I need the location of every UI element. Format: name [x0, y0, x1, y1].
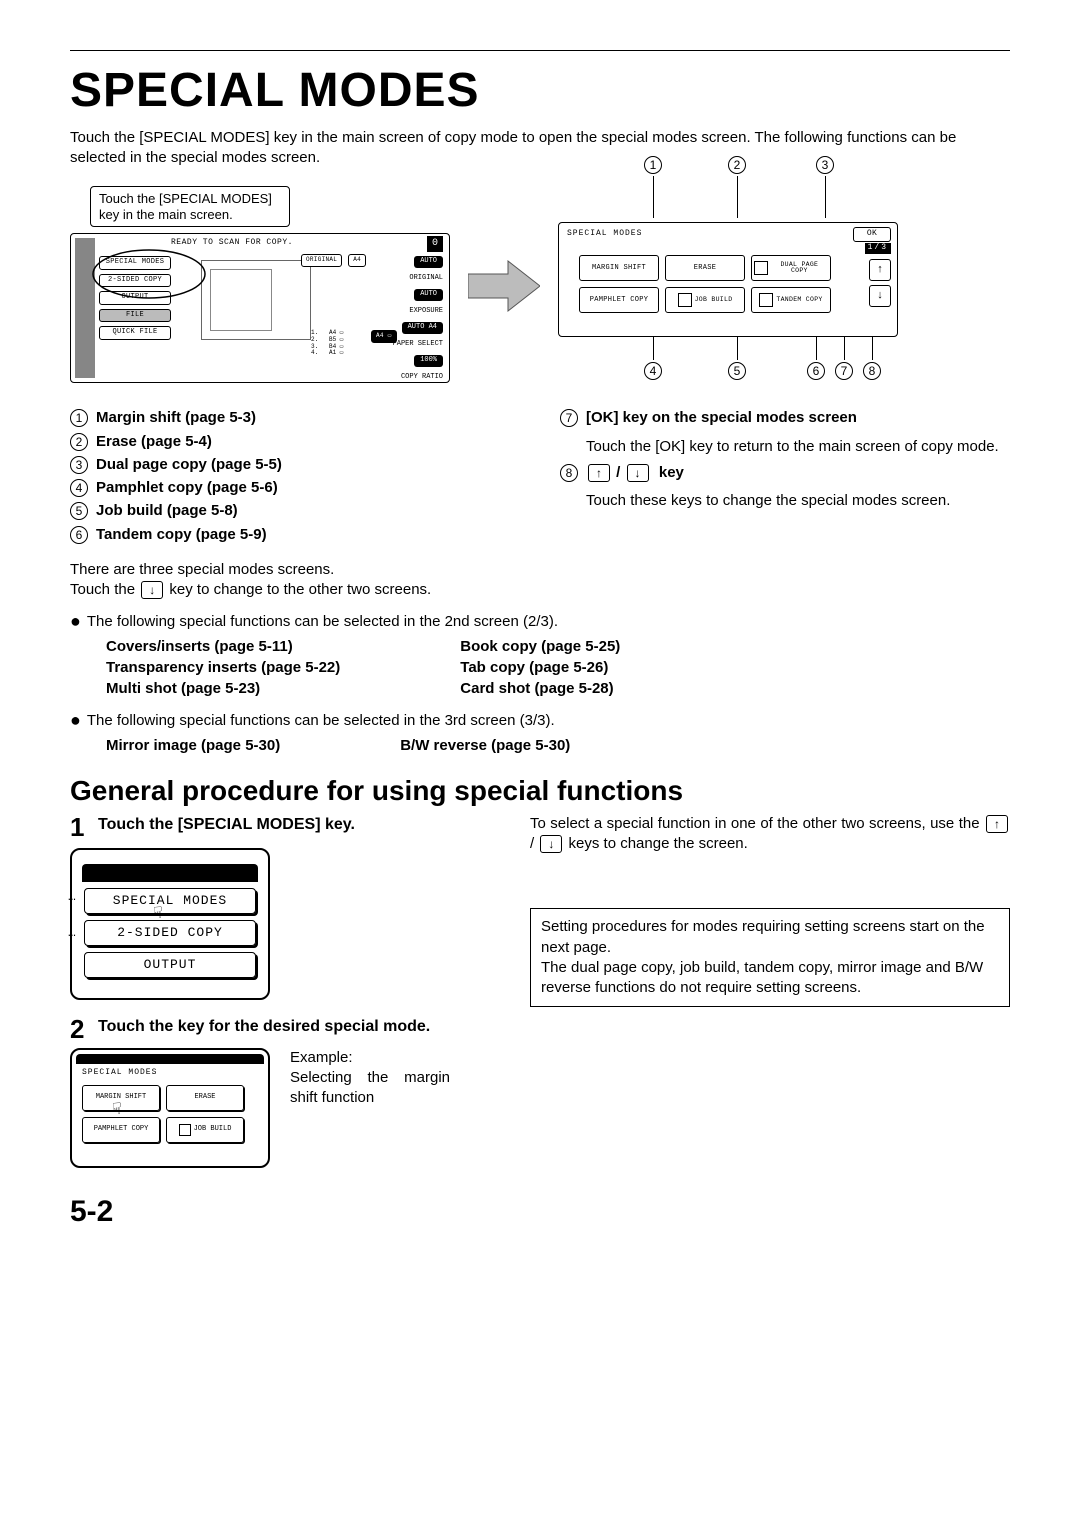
lbl-original: ORIGINAL	[393, 274, 443, 283]
sm-grid: MARGIN SHIFT ERASE DUAL PAGE COPY PAMPHL…	[579, 255, 849, 313]
legend-right-list: 7 [OK] key on the special modes screen T…	[560, 408, 1010, 511]
output-button-large[interactable]: OUTPUT	[84, 952, 256, 978]
auto-exposure: AUTO	[414, 289, 443, 300]
leg-dual-page: Dual page copy (page 5-5)	[96, 455, 282, 475]
dual-page-icon	[754, 261, 768, 275]
s2-multishot: Multi shot (page 5-23)	[106, 679, 340, 699]
s3-mirror: Mirror image (page 5-30)	[106, 736, 280, 756]
margin-shift-button[interactable]: MARGIN SHIFT	[579, 255, 659, 281]
auto-original: AUTO	[414, 256, 443, 267]
leader-3	[825, 176, 826, 218]
quick-file-button[interactable]: QUICK FILE	[99, 326, 171, 339]
copy-main-screen: READY TO SCAN FOR COPY. 0 SPECIAL MODES …	[70, 233, 450, 383]
callout-box: Touch the [SPECIAL MODES] key in the mai…	[90, 186, 290, 227]
file-button[interactable]: FILE	[99, 309, 171, 322]
leader-8	[872, 336, 873, 360]
leg-pamphlet: Pamphlet copy (page 5-6)	[96, 478, 278, 498]
erase-button-s2[interactable]: ERASE	[166, 1085, 244, 1111]
special-modes-button-large[interactable]: SPECIAL MODES ☟	[84, 888, 256, 914]
screen2-block: ●The following special functions can be …	[70, 612, 1010, 701]
leader-5	[737, 336, 738, 360]
leg-margin-shift: Margin shift (page 5-3)	[96, 408, 256, 428]
leader-7	[844, 336, 845, 360]
auto-paper: AUTO A4	[402, 322, 443, 333]
leg-erase: Erase (page 5-4)	[96, 432, 212, 452]
leg-job-build: Job build (page 5-8)	[96, 501, 238, 521]
job-build-button-s2[interactable]: JOB BUILD	[166, 1117, 244, 1143]
down-key-icon: ↓	[627, 464, 649, 482]
page-indicator: 1/3	[865, 243, 891, 254]
s2-tabcopy: Tab copy (page 5-26)	[460, 658, 620, 678]
margin-shift-button-s2[interactable]: MARGIN SHIFT ☟	[82, 1085, 160, 1111]
right-para: To select a special function in one of t…	[530, 814, 1010, 855]
section-heading: General procedure for using special func…	[70, 772, 1010, 810]
special-modes-screen: SPECIAL MODES OK 1/3 ↑ ↓ MARGIN SHIFT ER…	[558, 222, 898, 337]
highlight-ellipse	[89, 244, 209, 304]
tandem-icon	[759, 293, 773, 307]
top-rule	[70, 50, 1010, 51]
leg-updown-desc: Touch these keys to change the special m…	[560, 491, 1010, 511]
screen3-block: ●The following special functions can be …	[70, 711, 1010, 758]
page-number: 5-2	[70, 1192, 1010, 1233]
leg-updown: ↑ / ↓ key	[586, 463, 684, 483]
leader-2	[737, 176, 738, 218]
dual-page-copy-button[interactable]: DUAL PAGE COPY	[751, 255, 831, 281]
ok-button[interactable]: OK	[853, 227, 891, 242]
leader-1	[653, 176, 654, 218]
step2-figure: SPECIAL MODES MARGIN SHIFT ☟ ERASE PAMPH…	[70, 1048, 270, 1168]
example-text: Example: Selecting the margin shift func…	[290, 1048, 450, 1109]
lbl-ratio: COPY RATIO	[393, 373, 443, 382]
bullet-icon: ●	[70, 711, 81, 729]
down-key-icon-3: ↓	[540, 835, 562, 853]
figure-row: Touch the [SPECIAL MODES] key in the mai…	[70, 186, 1010, 383]
lbl-exposure: EXPOSURE	[393, 307, 443, 316]
tray-labels: 1. A4 ▭2. B5 ▭3. B4 ▭4. A1 ▭	[311, 330, 343, 356]
legend-columns: 1Margin shift (page 5-3) 2Erase (page 5-…	[70, 405, 1010, 548]
two-sided-copy-button-large[interactable]: 2-SIDED COPY	[84, 920, 256, 946]
up-key-icon-3: ↑	[986, 815, 1008, 833]
step2: 2 Touch the key for the desired special …	[70, 1016, 490, 1042]
leg-ok: [OK] key on the special modes screen	[586, 408, 857, 428]
right-status-column: AUTO ORIGINAL AUTO EXPOSURE AUTO A4 PAPE…	[393, 256, 443, 382]
printer-illustration	[201, 260, 311, 340]
copy-counter: 0	[427, 236, 443, 252]
scroll-up-button[interactable]: ↑	[869, 259, 891, 281]
arrow-icon	[468, 186, 540, 322]
s3-bw: B/W reverse (page 5-30)	[400, 736, 570, 756]
step1-figure: SPECIAL MODES ☟ 2-SIDED COPY OUTPUT … …	[70, 848, 270, 1000]
step1: 1 Touch the [SPECIAL MODES] key.	[70, 814, 490, 840]
leg-tandem: Tandem copy (page 5-9)	[96, 525, 267, 545]
cursor-icon: ☟	[112, 1100, 122, 1122]
leg-ok-desc: Touch the [OK] key to return to the main…	[560, 437, 1010, 457]
s2-bookcopy: Book copy (page 5-25)	[460, 637, 620, 657]
scroll-down-button[interactable]: ↓	[869, 285, 891, 307]
legend-left-list: 1Margin shift (page 5-3) 2Erase (page 5-…	[70, 408, 520, 545]
pamphlet-copy-button[interactable]: PAMPHLET COPY	[579, 287, 659, 313]
copy-ratio-pct: 100%	[414, 355, 443, 366]
lbl-paper: PAPER SELECT	[393, 340, 443, 349]
s2-covers: Covers/inserts (page 5-11)	[106, 637, 340, 657]
page-title: SPECIAL MODES	[70, 59, 1010, 124]
down-key-icon-2: ↓	[141, 581, 163, 599]
bullet-icon: ●	[70, 612, 81, 630]
job-build-button[interactable]: JOB BUILD	[665, 287, 745, 313]
s2-cardshot: Card shot (page 5-28)	[460, 679, 620, 699]
intro-text: Touch the [SPECIAL MODES] key in the mai…	[70, 128, 1010, 169]
s2-transparency: Transparency inserts (page 5-22)	[106, 658, 340, 678]
tandem-copy-button[interactable]: TANDEM COPY	[751, 287, 831, 313]
info-box: Setting procedures for modes requiring s…	[530, 908, 1010, 1007]
job-build-icon	[678, 293, 692, 307]
leader-4	[653, 336, 654, 360]
leader-6	[816, 336, 817, 360]
job-build-icon	[179, 1124, 191, 1136]
original-a4-label: ORIGINALA4	[301, 254, 366, 266]
mid-paragraph: There are three special modes screens. T…	[70, 560, 1010, 601]
erase-button[interactable]: ERASE	[665, 255, 745, 281]
up-key-icon: ↑	[588, 464, 610, 482]
bottom-number-callouts: 4 5 6 7 8	[558, 362, 898, 367]
sm-title: SPECIAL MODES	[567, 229, 642, 240]
